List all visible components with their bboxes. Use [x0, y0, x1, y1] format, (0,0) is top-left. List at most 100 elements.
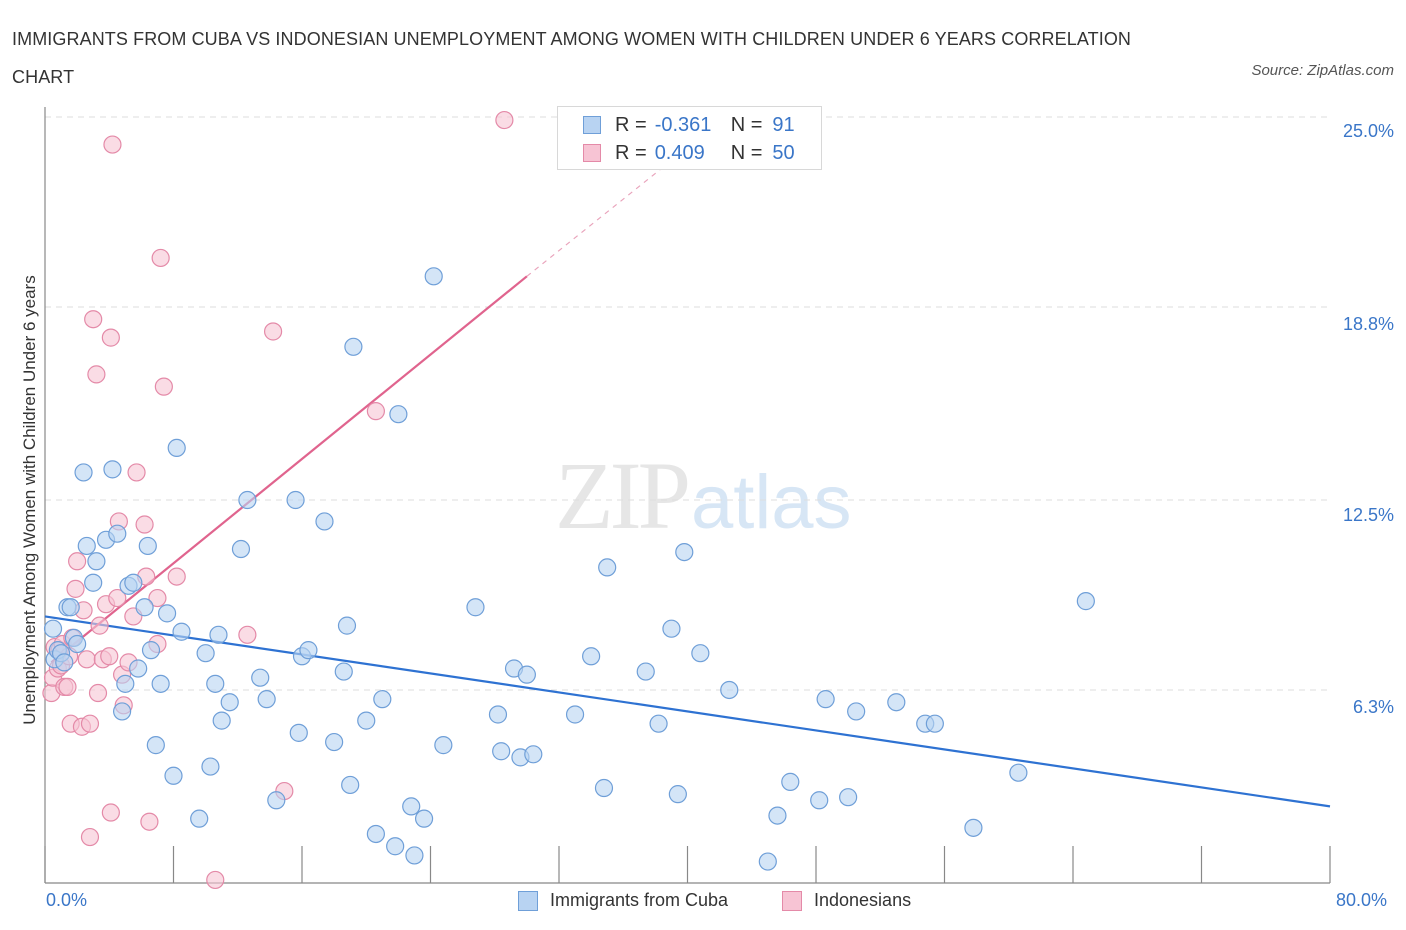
cuba-point	[251, 668, 270, 687]
cuba-point	[565, 705, 585, 724]
cuba-point	[341, 775, 360, 795]
indonesians-point	[154, 377, 173, 396]
indonesians-point	[58, 677, 77, 697]
cuba-point	[138, 536, 157, 556]
indonesians-point	[238, 625, 257, 644]
cuba-point	[286, 490, 305, 510]
cuba-point	[77, 536, 96, 556]
cuba-point	[434, 736, 453, 755]
cuba-point	[668, 785, 687, 804]
legend-r-value: -0.361	[654, 113, 712, 136]
cuba-point	[103, 460, 122, 479]
cuba-point	[1076, 592, 1095, 611]
legend-swatch-cuba	[583, 116, 601, 134]
cuba-point	[344, 337, 363, 356]
trend-lines	[44, 147, 1331, 808]
cuba-point	[231, 539, 251, 559]
legend-n-label: N =	[730, 113, 763, 136]
y-axis-label-wrap: Unemployment Among Women with Children U…	[18, 120, 42, 880]
legend-item-cuba[interactable]: Immigrants from Cuba	[518, 890, 728, 911]
cuba-point	[172, 622, 191, 641]
indonesians-point	[167, 567, 186, 586]
indonesians-point	[87, 365, 106, 384]
cuba-point	[636, 662, 655, 681]
legend-n-label: N =	[730, 141, 763, 164]
cuba-point	[386, 837, 405, 856]
cuba-point	[925, 714, 944, 733]
legend-swatch-indo	[583, 144, 601, 162]
indonesians-point	[84, 310, 103, 329]
cuba-point	[196, 644, 215, 663]
cuba-point	[55, 653, 74, 672]
indonesians-point	[127, 463, 146, 482]
data-points	[42, 110, 1095, 890]
cuba-point	[61, 598, 80, 617]
cuba-point	[373, 690, 392, 709]
cuba-point	[357, 711, 376, 730]
indonesians-point	[77, 650, 96, 669]
y-tick-label: 25.0%	[1342, 121, 1394, 141]
indonesians-trend-line	[50, 275, 528, 664]
indonesians-point	[263, 322, 283, 341]
cuba-point	[164, 766, 183, 785]
cuba-point	[649, 714, 668, 733]
cuba-point	[299, 641, 318, 660]
cuba-point	[206, 674, 225, 693]
indonesians-point	[151, 248, 170, 268]
cuba-point	[758, 852, 777, 871]
cuba-point	[964, 818, 983, 837]
y-tick-label: 12.5%	[1342, 505, 1394, 525]
cuba-point	[190, 809, 209, 828]
legend-r-value: 0.409	[654, 141, 705, 164]
cuba-point	[84, 573, 103, 592]
cuba-point	[582, 647, 601, 666]
legend-r-label: R =	[615, 113, 647, 136]
cuba-point	[201, 757, 220, 776]
cuba-point	[257, 690, 276, 709]
legend-row-cuba: R = -0.361 N = 91	[583, 112, 795, 138]
cuba-point	[816, 690, 835, 709]
cuba-point	[112, 702, 132, 721]
watermark-atlas: atlas	[691, 460, 852, 545]
cuba-point	[129, 659, 148, 678]
cuba-point	[167, 438, 186, 458]
indonesians-point	[108, 588, 127, 608]
cuba-point	[691, 644, 710, 663]
source-label: Source: ZipAtlas.com	[1251, 62, 1394, 79]
legend-row-indo: R = 0.409 N = 50	[583, 140, 795, 166]
cuba-point	[366, 824, 385, 844]
cuba-point	[517, 665, 536, 684]
cuba-point	[402, 797, 421, 816]
cuba-point	[598, 558, 617, 577]
cuba-trend-line	[44, 615, 1331, 808]
cuba-point	[524, 745, 543, 764]
cuba-point	[424, 267, 443, 286]
legend-label-cuba: Immigrants from Cuba	[550, 890, 729, 910]
indonesians-point	[140, 812, 159, 831]
indonesians-point	[148, 588, 167, 608]
indonesians-point	[366, 402, 385, 421]
cuba-point	[337, 616, 357, 635]
cuba-point	[887, 693, 906, 712]
y-tick-label: 6.3%	[1352, 697, 1394, 717]
indonesians-point	[100, 647, 119, 666]
axes	[44, 107, 1331, 884]
cuba-point	[334, 662, 353, 681]
x-tick-label: 80.0%	[1336, 890, 1388, 910]
cuba-point	[810, 791, 829, 810]
legend-n-value: 91	[772, 113, 795, 136]
legend-swatch-indo	[782, 890, 802, 911]
cuba-point	[157, 604, 177, 623]
cuba-point	[146, 736, 165, 755]
cuba-point	[124, 573, 143, 592]
cuba-point	[488, 705, 508, 724]
x-tick-label: 0.0%	[46, 890, 88, 910]
cuba-point	[209, 625, 228, 644]
cuba-point	[238, 490, 257, 510]
cuba-point	[151, 674, 170, 693]
cuba-point	[315, 512, 334, 531]
correlation-legend: R = -0.361 N = 91 R = 0.409 N = 50	[557, 106, 822, 170]
legend-item-indo[interactable]: Indonesians	[782, 890, 911, 911]
indonesians-point	[88, 683, 108, 703]
